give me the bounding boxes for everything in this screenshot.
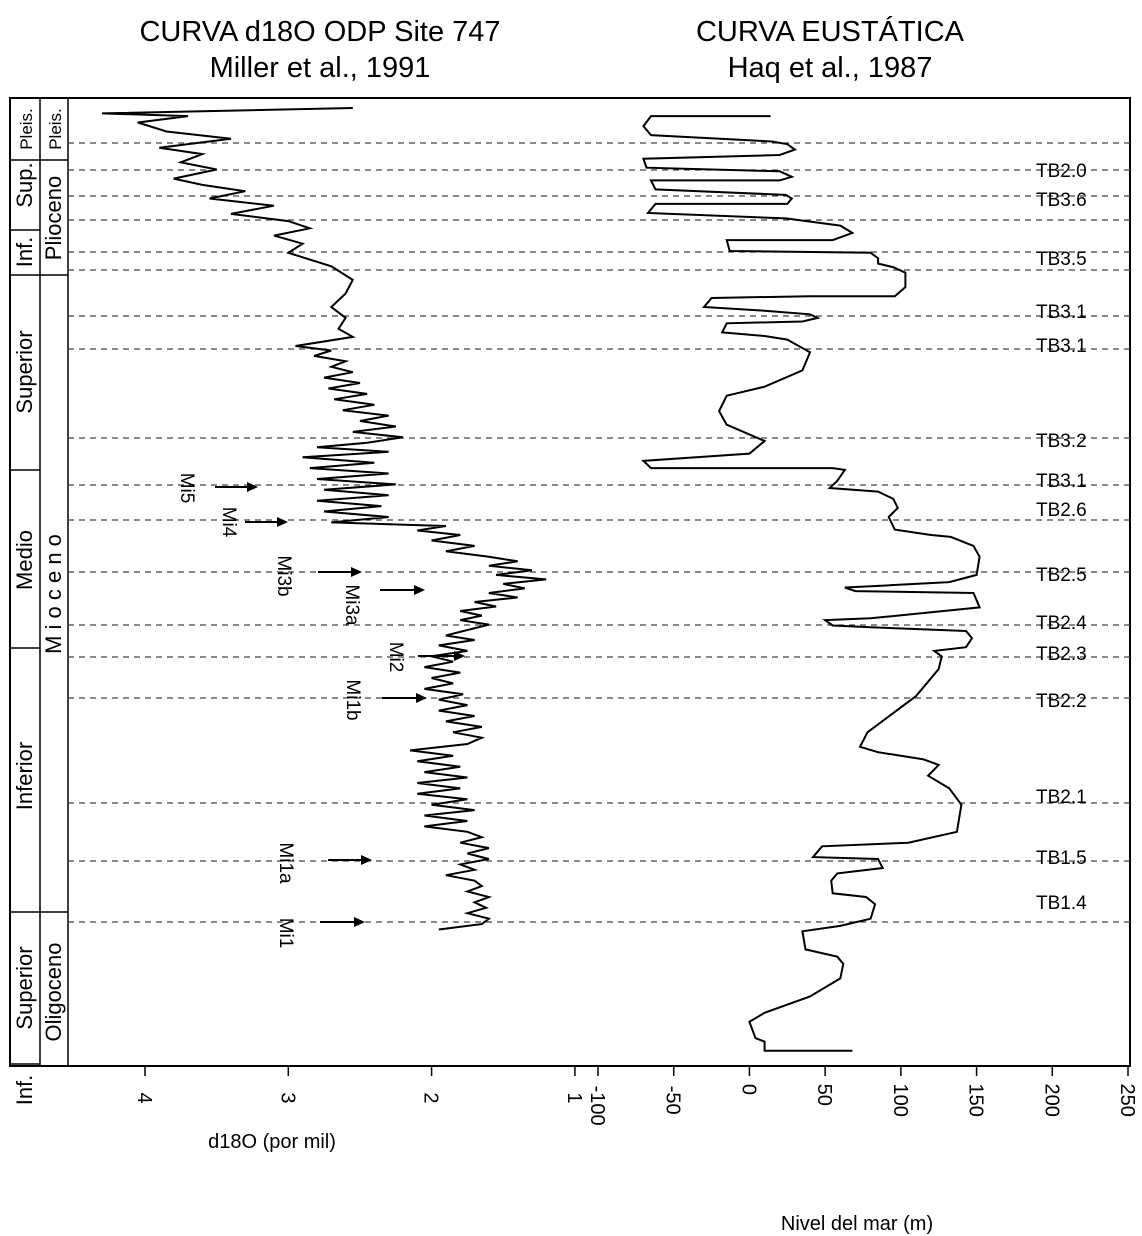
left-title-line1: CURVA d18O ODP Site 747 xyxy=(139,16,501,48)
plot-frame xyxy=(9,97,1131,1067)
subepoch-label-2: Inf. xyxy=(12,237,37,268)
sea-level-curve xyxy=(641,115,982,1052)
sequence-label-11: TB2.2 xyxy=(1036,691,1087,712)
sequence-label-1: TB3.6 xyxy=(1036,190,1087,211)
event-label-6: Mi1a xyxy=(275,842,296,884)
event-arrow-head-5 xyxy=(416,693,427,703)
sea-tick-label-6: 200 xyxy=(1040,1084,1062,1117)
sequence-label-4: TB3.1 xyxy=(1036,336,1087,357)
d18o-axis: 4 3 2 1 d18O (por mil) xyxy=(133,1066,585,1153)
event-arrow-head-6 xyxy=(361,855,372,865)
sea-tick-label-7: 250 xyxy=(1116,1084,1138,1117)
epoch-label-1: Plioceno xyxy=(41,176,66,260)
event-arrow-head-2 xyxy=(351,567,362,577)
event-arrow-head-1 xyxy=(277,517,288,527)
sequence-label-8: TB2.5 xyxy=(1036,565,1087,586)
sequence-boundaries xyxy=(68,142,1130,923)
sea-tick-label-1: -50 xyxy=(662,1086,684,1115)
sequence-label-13: TB1.5 xyxy=(1036,848,1087,869)
sea-level-axis: -100 -50 0 50 100 150 200 250 Nivel del mar (m) xyxy=(586,1066,1138,1235)
left-title-line2: Miller et al., 1991 xyxy=(209,52,431,84)
event-arrow-head-3 xyxy=(414,585,425,595)
sea-tick-label-0: -100 xyxy=(586,1086,608,1126)
sea-tick-label-4: 100 xyxy=(889,1084,911,1117)
sequence-labels: TB2.0 TB3.6 TB3.5 TB3.1 TB3.1 TB3.2 TB3.1 TB2.6… xyxy=(1036,161,1087,914)
epoch-label-2: M i o c e n o xyxy=(41,534,66,654)
d18o-tick-label-2: 2 xyxy=(420,1092,442,1103)
d18o-axis-label: d18O (por mil) xyxy=(208,1131,336,1153)
epoch-label-3: Oligoceno xyxy=(41,942,66,1041)
sequence-label-12: TB2.1 xyxy=(1036,787,1087,808)
event-label-4: Mi2 xyxy=(385,642,406,673)
event-label-2: Mi3b xyxy=(273,555,294,596)
d18o-tick-label-3: 1 xyxy=(563,1092,585,1103)
subepoch-label-1: Sup. xyxy=(12,162,37,207)
sequence-label-7: TB2.6 xyxy=(1036,500,1087,521)
sequence-label-10: TB2.3 xyxy=(1036,644,1087,665)
strat-boundaries xyxy=(10,159,68,1065)
event-label-5: Mi1b xyxy=(342,679,363,720)
right-chart-title: CURVA EUSTÁTICA Haq et al., 1987 xyxy=(640,14,1020,86)
event-label-7: Mi1 xyxy=(275,918,296,949)
event-arrow-head-7 xyxy=(354,917,365,927)
mi-event-arrows: Mi5 Mi4 Mi3b Mi3a Mi2 Mi1b Mi1a Mi1 xyxy=(176,473,465,949)
sea-tick-label-2: 0 xyxy=(737,1084,759,1095)
right-title-line2: Haq et al., 1987 xyxy=(727,52,933,84)
subepoch-label-5: Inferior xyxy=(12,742,37,810)
epoch-label-0: Pleis. xyxy=(46,108,65,150)
sequence-label-2: TB3.5 xyxy=(1036,249,1087,270)
sequence-label-9: TB2.4 xyxy=(1036,613,1087,634)
event-label-3: Mi3a xyxy=(341,584,362,626)
left-chart-title: CURVA d18O ODP Site 747 Miller et al., 1… xyxy=(110,14,530,86)
d18o-tick-label-0: 4 xyxy=(133,1092,155,1103)
sea-axis-label: Nivel del mar (m) xyxy=(781,1213,933,1235)
event-label-0: Mi5 xyxy=(176,473,197,504)
subepoch-label-3: Superior xyxy=(12,330,37,413)
right-title-line1: CURVA EUSTÁTICA xyxy=(695,16,965,48)
event-label-1: Mi4 xyxy=(218,507,239,538)
sequence-label-6: TB3.1 xyxy=(1036,471,1087,492)
subepoch-label-6: Superior xyxy=(12,946,37,1029)
sea-tick-label-5: 150 xyxy=(965,1084,987,1117)
subepoch-label-7: Inf. xyxy=(12,1075,37,1106)
d18o-curve xyxy=(101,107,547,931)
strat-labels: Pleis. Sup. Inf. Superior Medio Inferior Super… xyxy=(12,108,66,1105)
event-arrow-head-0 xyxy=(247,482,258,492)
sea-tick-label-3: 50 xyxy=(813,1084,835,1106)
sequence-label-5: TB3.2 xyxy=(1036,431,1087,452)
sequence-label-0: TB2.0 xyxy=(1036,161,1087,182)
subepoch-label-0: Pleis. xyxy=(17,108,36,150)
subepoch-label-4: Medio xyxy=(12,530,37,590)
sequence-label-3: TB3.1 xyxy=(1036,302,1087,323)
d18o-tick-label-1: 3 xyxy=(276,1092,298,1103)
sequence-label-14: TB1.4 xyxy=(1036,893,1087,914)
